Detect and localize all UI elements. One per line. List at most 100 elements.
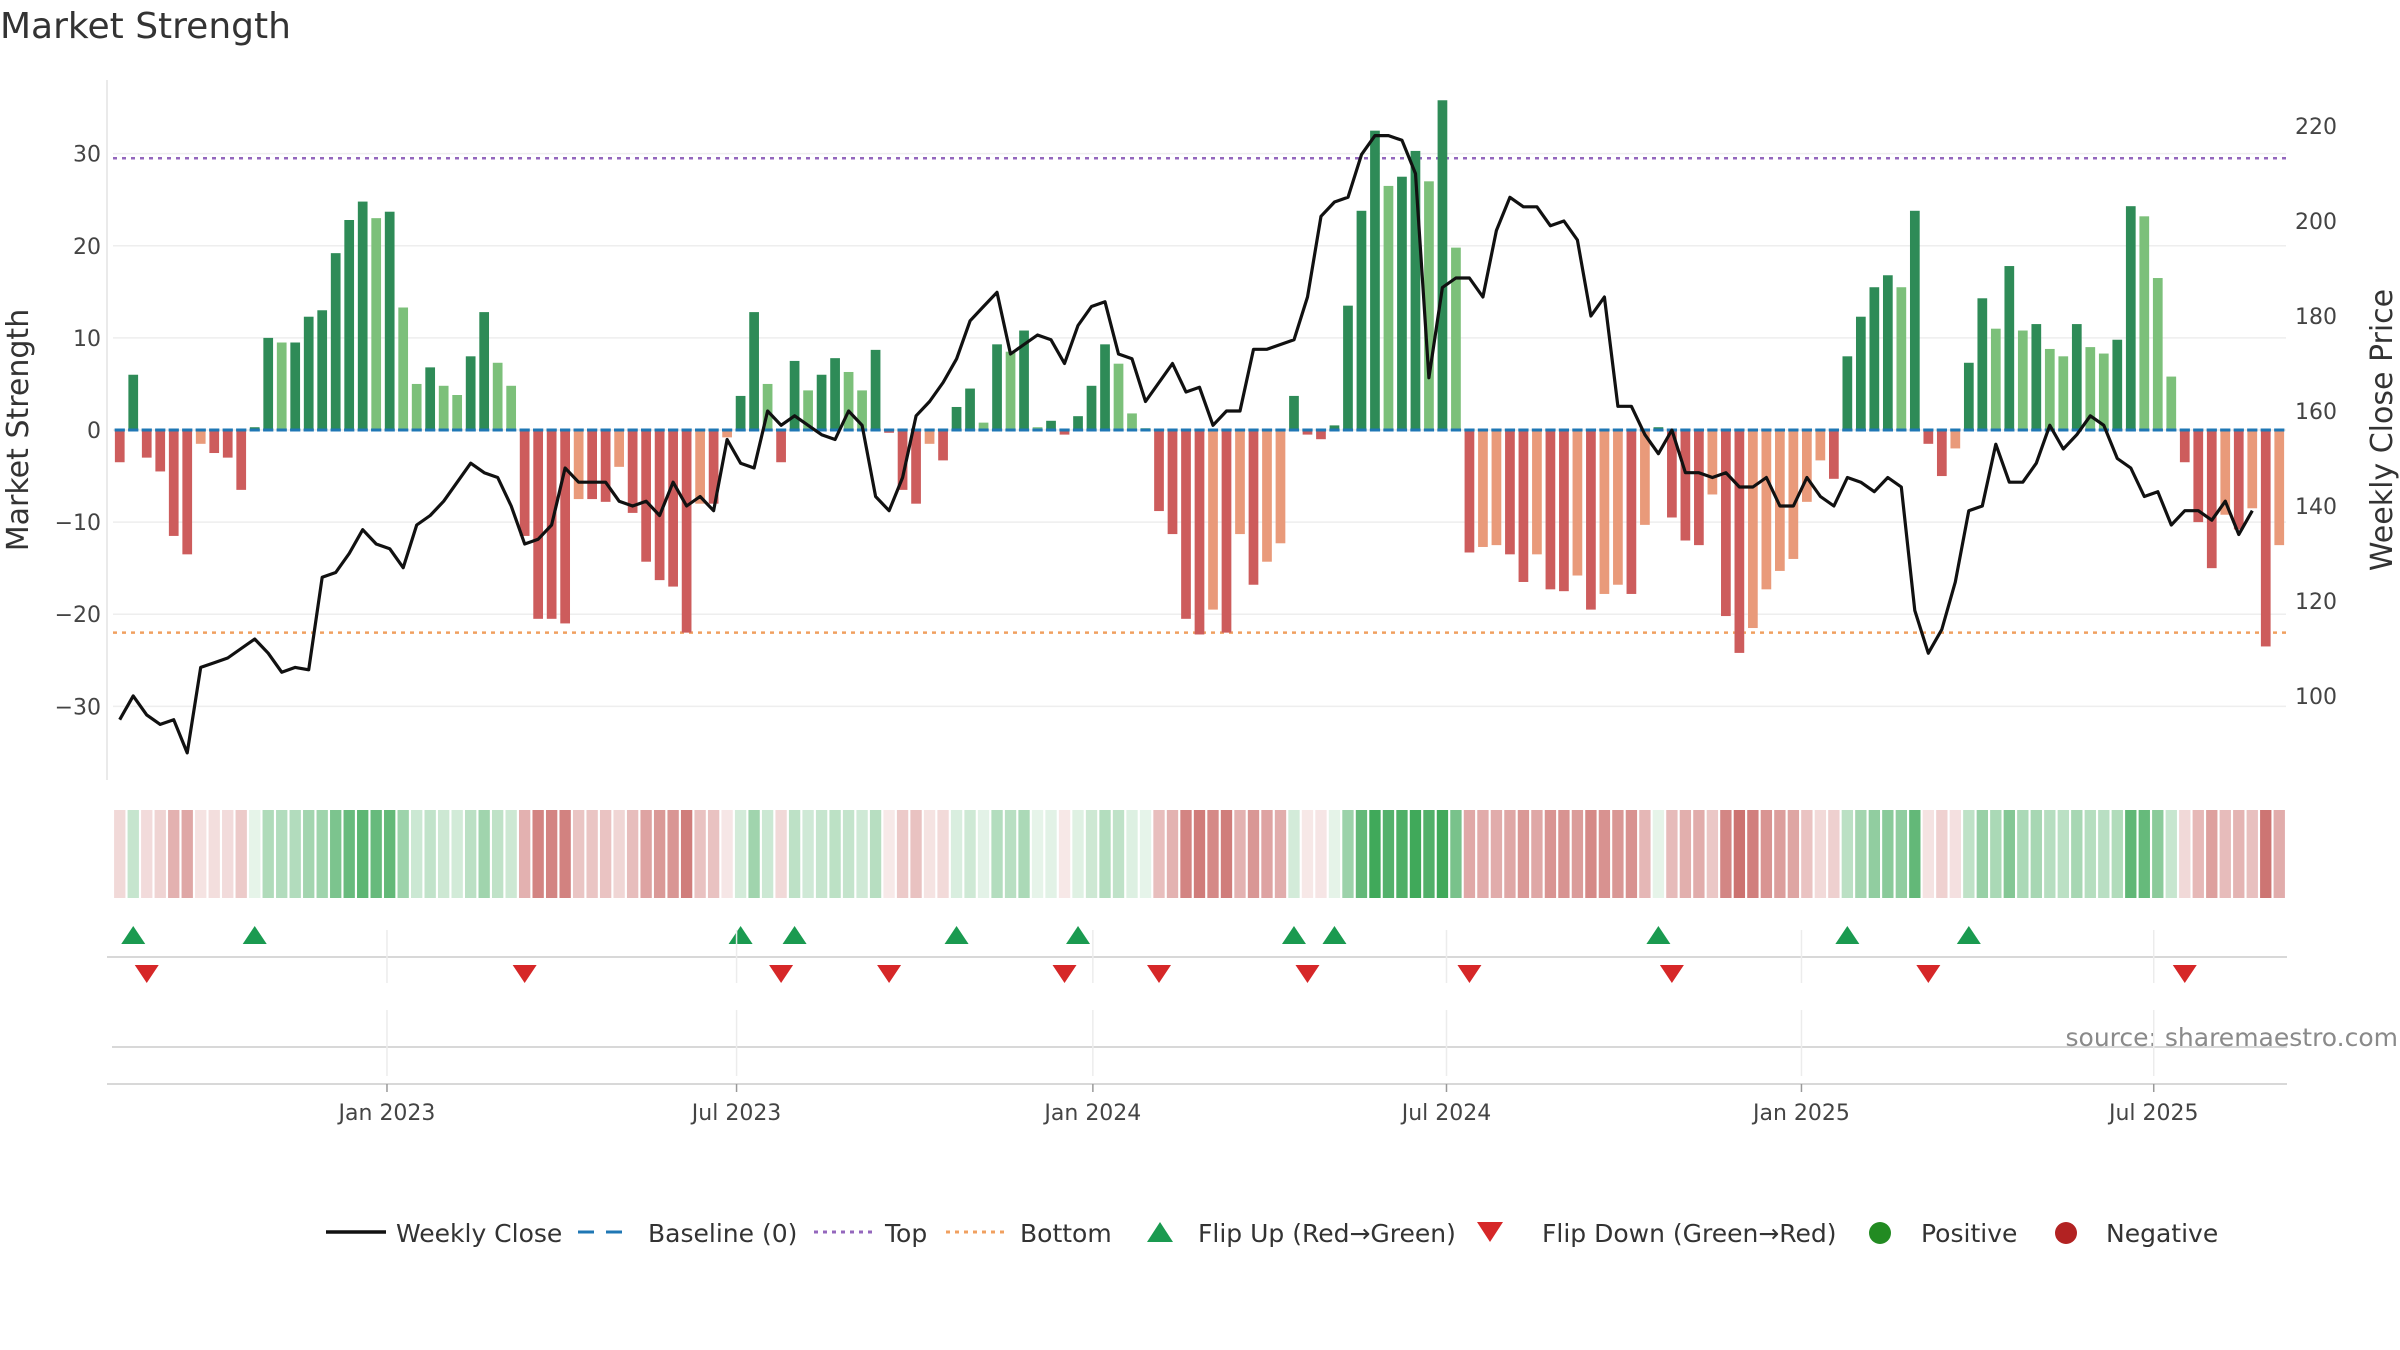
strength-bar-0: [114, 430, 125, 463]
flip-up-marker-46: [728, 926, 753, 944]
strength-bar-88: [1302, 430, 1313, 435]
heat-cell-23: [424, 810, 436, 898]
heat-cell-34: [572, 810, 585, 898]
heat-cell-18: [357, 810, 369, 898]
heat-cell-51: [802, 810, 814, 898]
strength-bar-120: [1734, 430, 1745, 653]
heat-cell-150: [2138, 810, 2150, 898]
strength-bar-123: [1775, 430, 1785, 571]
strength-bar-147: [2098, 353, 2109, 430]
strength-bar-148: [2112, 339, 2123, 430]
strength-bar-55: [857, 390, 867, 430]
strength-bar-29: [506, 385, 517, 430]
strength-bar-87: [1289, 395, 1299, 430]
strength-bar-11: [263, 337, 274, 430]
heat-cell-114: [1652, 810, 1665, 898]
heat-cell-7: [208, 810, 220, 898]
heat-cell-109: [1585, 810, 1597, 898]
strength-bar-46: [735, 395, 746, 430]
strength-bar-125: [1802, 430, 1812, 502]
strength-bar-90: [1329, 425, 1340, 430]
left-tick-label-6: −30: [55, 695, 101, 720]
heat-cell-103: [1504, 810, 1516, 898]
flip-up-marker-71: [1066, 926, 1091, 944]
flip-up-marker-1: [121, 926, 146, 944]
flip-up-marker-114: [1646, 926, 1671, 944]
legend-weekly-close-label: Weekly Close: [396, 1219, 562, 1248]
strength-bar-135: [1936, 430, 1947, 477]
heat-cell-61: [937, 810, 949, 898]
strength-bar-143: [2044, 348, 2055, 430]
heat-cell-135: [1936, 810, 1948, 898]
heat-cell-73: [1099, 810, 1111, 898]
heat-cell-108: [1571, 810, 1584, 898]
strength-bar-126: [1815, 430, 1826, 461]
heat-cell-104: [1517, 810, 1530, 898]
strength-bar-50: [789, 360, 800, 430]
left-axis-ticks: 30 20 10 0 −10 −20 −30: [55, 143, 101, 721]
strength-bar-31: [533, 430, 544, 619]
heat-cell-0: [114, 810, 126, 898]
heat-cell-100: [1463, 810, 1476, 898]
heat-cell-128: [1841, 810, 1854, 898]
heat-cell-142: [2030, 810, 2042, 898]
heat-cell-22: [411, 810, 423, 898]
heat-cell-110: [1598, 810, 1611, 898]
threshold-lines: [113, 157, 2286, 634]
heat-cell-3: [154, 810, 166, 898]
strength-bar-3: [155, 430, 166, 472]
heat-cell-116: [1679, 810, 1692, 898]
right-tick-label-4: 140: [2295, 495, 2337, 520]
heat-cell-90: [1328, 810, 1341, 898]
strength-bar-56: [870, 349, 881, 430]
heat-cell-67: [1018, 810, 1030, 898]
strength-bar-153: [2179, 430, 2190, 463]
heat-cell-117: [1693, 810, 1705, 898]
heat-cell-11: [262, 810, 274, 898]
strength-bar-115: [1667, 430, 1677, 518]
chart-title: Market Strength: [0, 6, 291, 47]
strength-bar-152: [2166, 376, 2177, 430]
heat-cell-120: [1733, 810, 1746, 898]
strength-bar-106: [1545, 430, 1556, 590]
legend: Weekly Close Baseline (0) Top Bottom Fli…: [326, 1219, 2218, 1248]
heat-cell-25: [451, 810, 463, 898]
strength-bar-137: [1963, 362, 1974, 430]
heat-cell-121: [1747, 810, 1759, 898]
strength-bar-139: [1990, 328, 2001, 430]
strength-bar-27: [479, 312, 490, 430]
strength-bar-99: [1451, 247, 1461, 430]
strength-bar-112: [1626, 430, 1637, 594]
legend-negative-label: Negative: [2106, 1219, 2218, 1248]
strength-bar-104: [1518, 430, 1529, 582]
heat-cell-72: [1085, 810, 1098, 898]
heat-cell-105: [1531, 810, 1543, 898]
strength-bar-15: [317, 310, 328, 430]
heat-cell-141: [2017, 810, 2029, 898]
heat-cell-131: [1882, 810, 1894, 898]
strength-bar-47: [749, 312, 759, 430]
heat-cell-26: [464, 810, 477, 898]
heat-cell-49: [775, 810, 787, 898]
strength-bar-110: [1599, 430, 1610, 594]
heat-cell-143: [2044, 810, 2056, 898]
heat-cell-10: [249, 810, 261, 898]
strength-bar-157: [2233, 430, 2244, 530]
strength-bar-25: [452, 395, 463, 430]
strength-bar-108: [1572, 430, 1583, 576]
heat-cell-122: [1760, 810, 1773, 898]
strength-bar-74: [1113, 363, 1124, 430]
heat-cell-48: [761, 810, 774, 898]
strength-bar-42: [681, 430, 692, 633]
heat-cell-35: [586, 810, 598, 898]
heat-cell-113: [1639, 810, 1651, 898]
heat-cell-136: [1949, 810, 1961, 898]
heat-cell-81: [1207, 810, 1219, 898]
strength-bar-70: [1059, 430, 1070, 435]
heat-cell-63: [964, 810, 976, 898]
heat-cell-137: [1963, 810, 1975, 898]
heat-cell-60: [923, 810, 936, 898]
strength-bar-89: [1316, 430, 1326, 440]
strength-bar-53: [830, 358, 840, 430]
heat-cell-129: [1855, 810, 1867, 898]
